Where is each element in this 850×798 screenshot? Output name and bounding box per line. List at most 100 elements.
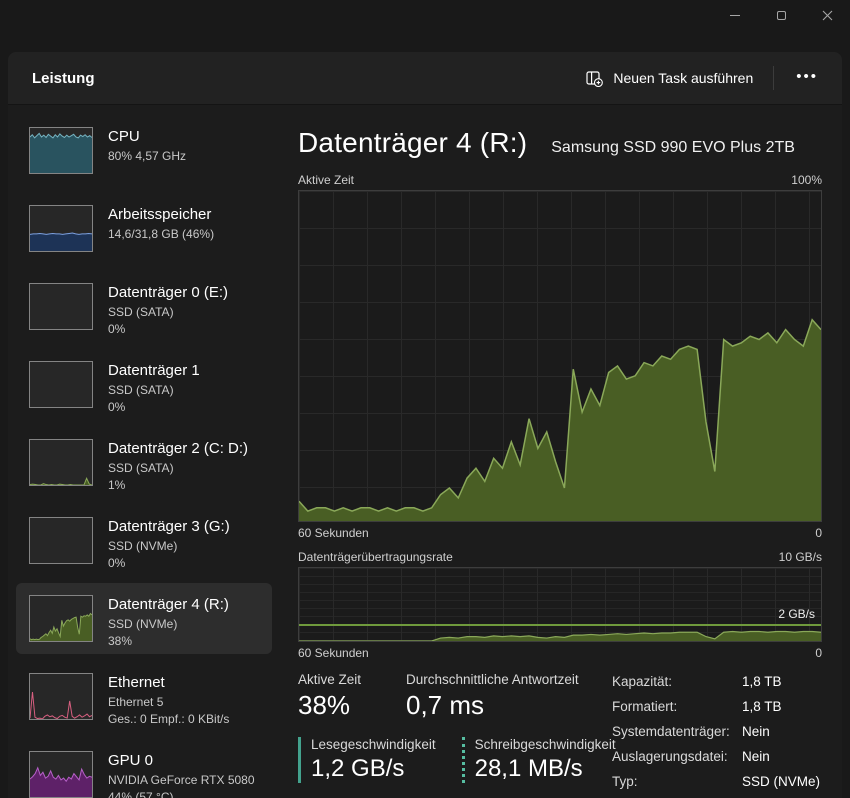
close-icon	[822, 10, 832, 20]
detail-key: Typ:	[612, 774, 638, 789]
chart1-label: Aktive Zeit	[298, 173, 355, 187]
sidebar-item-disk2[interactable]: Datenträger 2 (C: D:) SSD (SATA) 1%	[16, 427, 272, 498]
disk-model: Samsung SSD 990 EVO Plus 2TB	[551, 139, 795, 156]
sidebar-item-sub: 0%	[108, 400, 126, 414]
sidebar-item-sub: 0%	[108, 322, 126, 336]
disk-title: Datenträger 4 (R:)	[298, 127, 528, 158]
stat-label: Lesegeschwindigkeit	[311, 737, 436, 752]
detail-value: 1,8 TB	[742, 699, 782, 714]
sidebar-item-title: Datenträger 0 (E:)	[108, 284, 229, 301]
chart1-max-label: 100%	[791, 173, 822, 187]
new-task-icon	[586, 70, 604, 87]
sidebar-item-disk4[interactable]: Datenträger 4 (R:) SSD (NVMe) 38%	[16, 583, 272, 654]
page-title-leistung: Leistung	[32, 69, 95, 87]
stat-value: 38%	[298, 690, 351, 720]
sidebar-item-sub: Ethernet 5	[108, 695, 164, 709]
minimize-icon	[730, 14, 740, 16]
disk1-sparkline	[29, 361, 93, 408]
maximize-button[interactable]	[758, 0, 804, 30]
sidebar-item-sub: 0%	[108, 556, 126, 570]
sidebar-item-title: GPU 0	[108, 752, 154, 769]
disk-detail-pane: Datenträger 4 (R:) Samsung SSD 990 EVO P…	[272, 105, 842, 798]
sidebar-item-gpu[interactable]: GPU 0 NVIDIA GeForce RTX 5080 44% (57 °C…	[16, 739, 272, 798]
title-row: Datenträger 4 (R:) Samsung SSD 990 EVO P…	[298, 127, 822, 159]
app-panel: Leistung Neuen Task ausführen ••• CPU	[8, 52, 842, 798]
new-task-button[interactable]: Neuen Task ausführen	[576, 63, 763, 94]
detail-value: Nein	[742, 749, 770, 764]
sidebar-item-sub: 14,6/31,8 GB (46%)	[108, 227, 215, 241]
gpu-sparkline	[29, 751, 93, 798]
sidebar-item-disk1[interactable]: Datenträger 1 SSD (SATA) 0%	[16, 349, 272, 420]
stat-write-speed: Schreibgeschwindigkeit 28,1 MB/s	[461, 737, 616, 783]
chart1-x-right: 0	[815, 526, 822, 540]
stat-read-speed: Lesegeschwindigkeit 1,2 GB/s	[298, 737, 436, 783]
sidebar-item-title: Datenträger 1	[108, 362, 200, 379]
stat-value: 0,7 ms	[406, 690, 485, 720]
chart1-header: Aktive Zeit 100%	[298, 173, 822, 187]
detail-key: Systemdatenträger:	[612, 724, 730, 739]
sidebar-item-sub: 80% 4,57 GHz	[108, 149, 187, 163]
chart2-footer: 60 Sekunden 0	[298, 646, 822, 660]
sidebar-item-disk3[interactable]: Datenträger 3 (G:) SSD (NVMe) 0%	[16, 505, 272, 576]
sidebar-item-title: Datenträger 3 (G:)	[108, 518, 230, 535]
sidebar-item-sub: SSD (SATA)	[108, 461, 174, 475]
detail-row-type: Typ: SSD (NVMe)	[612, 774, 822, 790]
sidebar-item-sub: 1%	[108, 478, 126, 492]
chart1-footer: 60 Sekunden 0	[298, 526, 822, 540]
detail-row-capacity: Kapazität: 1,8 TB	[612, 674, 822, 690]
chart1-x-left: 60 Sekunden	[298, 526, 369, 540]
speed-stats-row: Lesegeschwindigkeit 1,2 GB/s Schreibgesc…	[298, 737, 616, 783]
detail-value: Nein	[742, 724, 770, 739]
disk-stats: Aktive Zeit 38% Durchschnittliche Antwor…	[298, 672, 822, 798]
sidebar-item-title: Datenträger 2 (C: D:)	[108, 440, 249, 457]
chart2-max-label: 10 GB/s	[778, 550, 822, 564]
stat-response-time: Durchschnittliche Antwortzeit 0,7 ms	[406, 672, 579, 721]
content-area: CPU 80% 4,57 GHz Arbeitsspeicher 14,6/31…	[8, 105, 842, 798]
minimize-button[interactable]	[712, 0, 758, 30]
chart2-header: Datenträgerübertragungsrate 10 GB/s	[298, 550, 822, 564]
detail-key: Kapazität:	[612, 674, 673, 689]
stat-value: 1,2 GB/s	[311, 755, 405, 782]
stat-label: Aktive Zeit	[298, 672, 362, 687]
sidebar-item-sub: SSD (NVMe)	[108, 617, 178, 631]
sidebar-item-sub: SSD (SATA)	[108, 383, 174, 397]
stats-left: Aktive Zeit 38% Durchschnittliche Antwor…	[298, 672, 616, 798]
stat-value: 28,1 MB/s	[474, 755, 583, 782]
sidebar-item-memory[interactable]: Arbeitsspeicher 14,6/31,8 GB (46%)	[16, 193, 272, 264]
maximize-icon	[776, 10, 786, 20]
sidebar-item-title: Ethernet	[108, 674, 165, 691]
sidebar-item-disk0[interactable]: Datenträger 0 (E:) SSD (SATA) 0%	[16, 271, 272, 342]
page-header: Leistung Neuen Task ausführen •••	[8, 52, 842, 105]
disk2-sparkline	[29, 439, 93, 486]
sidebar-item-title: Datenträger 4 (R:)	[108, 596, 229, 613]
detail-row-system-disk: Systemdatenträger: Nein	[612, 724, 822, 740]
stat-label: Schreibgeschwindigkeit	[474, 737, 616, 752]
big-stats-row: Aktive Zeit 38% Durchschnittliche Antwor…	[298, 672, 612, 721]
header-divider	[773, 66, 775, 90]
more-options-button[interactable]: •••	[796, 67, 818, 85]
ethernet-sparkline	[29, 673, 93, 720]
sidebar-item-ethernet[interactable]: Ethernet Ethernet 5 Ges.: 0 Empf.: 0 KBi…	[16, 661, 272, 732]
header-actions: Neuen Task ausführen •••	[576, 63, 830, 94]
sidebar-item-cpu[interactable]: CPU 80% 4,57 GHz	[16, 115, 272, 186]
close-button[interactable]	[804, 0, 850, 30]
chart2-label: Datenträgerübertragungsrate	[298, 550, 453, 564]
sidebar-item-sub: NVIDIA GeForce RTX 5080	[108, 773, 255, 787]
disk0-sparkline	[29, 283, 93, 330]
disk4-sparkline	[29, 595, 93, 642]
sidebar-item-sub: 44% (57 °C)	[108, 790, 174, 798]
detail-row-formatted: Formatiert: 1,8 TB	[612, 699, 822, 715]
disk3-sparkline	[29, 517, 93, 564]
scale-reference-label: 2 GB/s	[778, 607, 815, 622]
detail-value: 1,8 TB	[742, 674, 782, 689]
window-titlebar	[0, 0, 850, 52]
detail-key: Formatiert:	[612, 699, 678, 714]
sidebar-item-sub: Ges.: 0 Empf.: 0 KBit/s	[108, 712, 230, 726]
scale-reference-line	[299, 624, 821, 627]
chart2-x-right: 0	[815, 646, 822, 660]
new-task-label: Neuen Task ausführen	[613, 70, 754, 86]
sidebar-item-sub: 38%	[108, 634, 133, 648]
chart2-x-left: 60 Sekunden	[298, 646, 369, 660]
performance-sidebar: CPU 80% 4,57 GHz Arbeitsspeicher 14,6/31…	[8, 105, 272, 798]
stat-label: Durchschnittliche Antwortzeit	[406, 672, 579, 687]
